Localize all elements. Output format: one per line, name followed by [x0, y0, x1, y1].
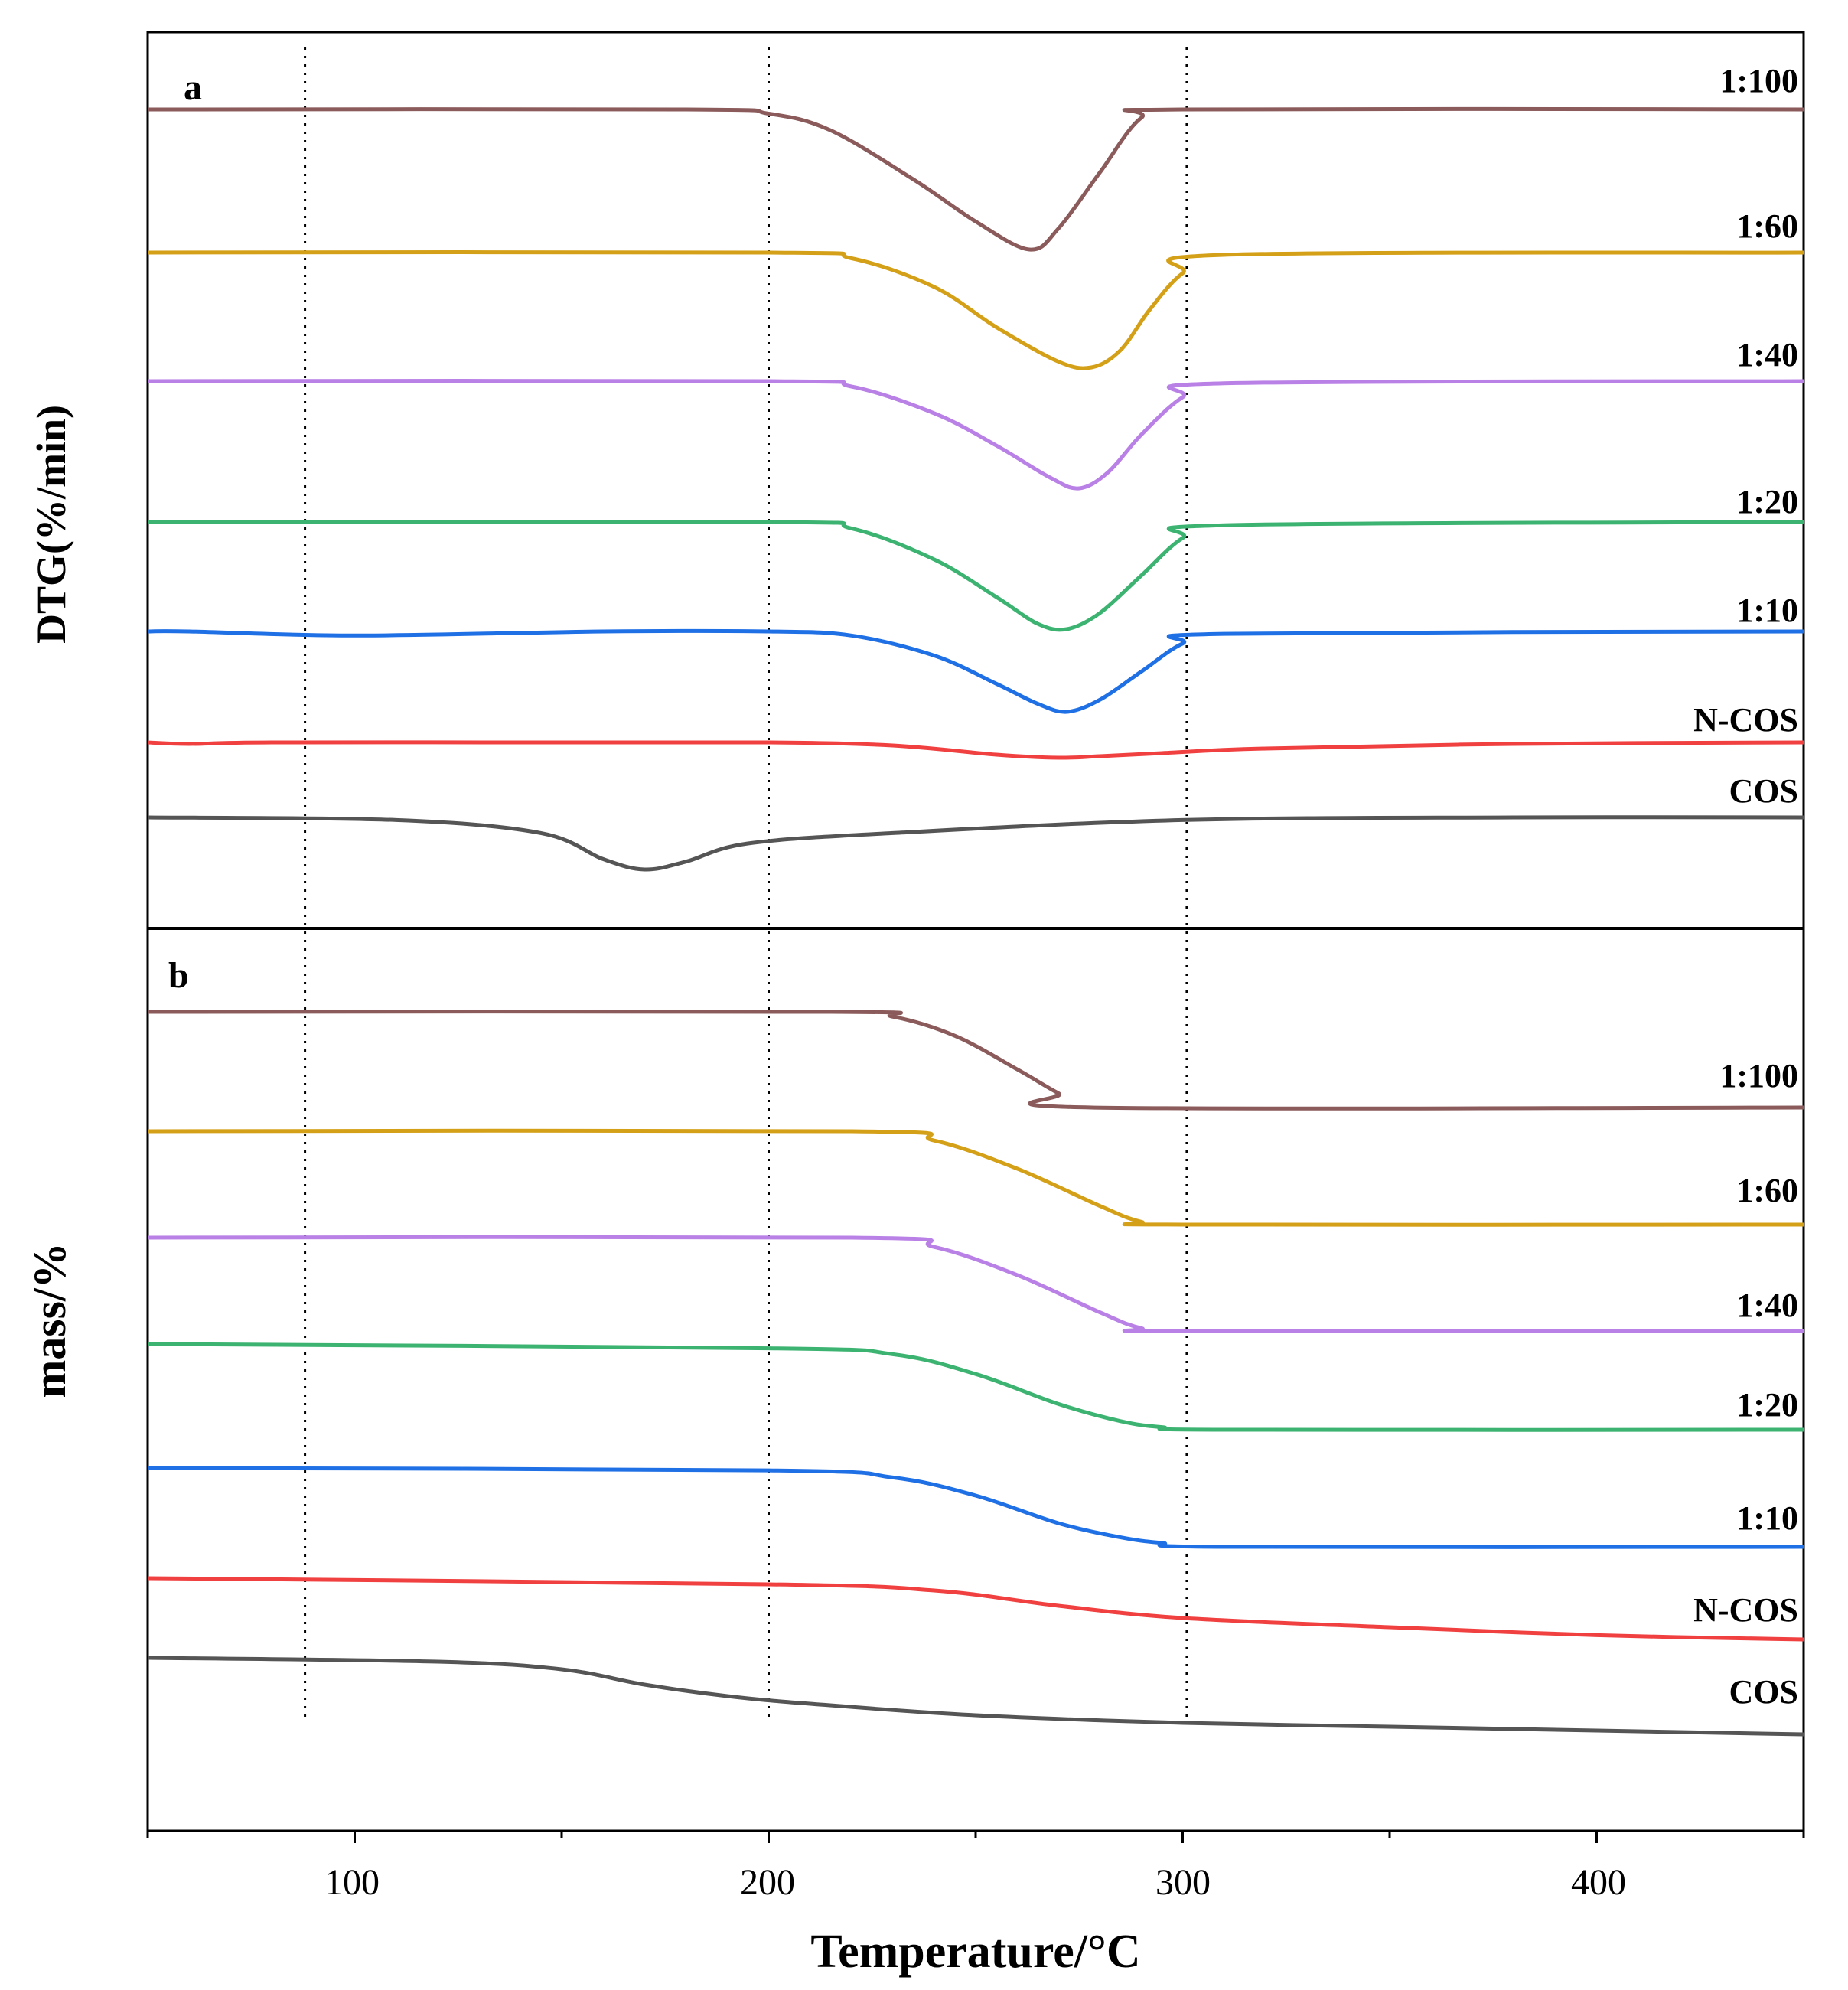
series-line-a-1-60	[147, 250, 1804, 370]
x-axis-ticks	[146, 1831, 1805, 1843]
dtg-curves	[147, 106, 1804, 872]
series-label-a: N-COS	[1693, 701, 1798, 739]
panel-b-label: b	[168, 955, 189, 996]
series-label-a: 1:60	[1736, 207, 1798, 245]
tick-label: 200	[740, 1862, 795, 1903]
series-line-b-1-60	[147, 1128, 1804, 1227]
y-axis-title-top: DTG(%/min)	[28, 405, 74, 644]
series-label-a: 1:100	[1719, 62, 1798, 100]
series-label-a: 1:40	[1736, 336, 1798, 374]
series-line-a-1-20	[147, 519, 1804, 632]
panel-a-label: a	[184, 67, 202, 108]
series-line-b-1-20	[147, 1342, 1804, 1432]
series-label-b: 1:60	[1736, 1172, 1798, 1209]
reference-lines	[304, 47, 1188, 1718]
series-label-b: 1:40	[1736, 1287, 1798, 1324]
series-line-b-cos	[147, 1656, 1804, 1737]
mass-curves	[147, 1010, 1804, 1737]
series-label-a: COS	[1729, 772, 1798, 810]
tick-label: 100	[324, 1862, 380, 1903]
series-line-a-1-100	[147, 106, 1804, 252]
series-label-b: 1:10	[1736, 1499, 1798, 1537]
series-label-b: 1:20	[1736, 1386, 1798, 1424]
series-label-b: 1:100	[1719, 1057, 1798, 1094]
series-line-b-1-10	[147, 1466, 1804, 1549]
series-line-a-1-40	[147, 378, 1804, 491]
tick-label: 400	[1571, 1862, 1626, 1903]
x-axis-title: Temperature/°C	[810, 1926, 1140, 1978]
plot-frame	[146, 31, 1805, 1832]
y-axis-title-bottom: mass/%	[24, 1242, 75, 1398]
series-line-b-n-cos	[147, 1576, 1804, 1642]
series-line-a-cos	[147, 815, 1804, 872]
series-label-a: 1:10	[1736, 592, 1798, 629]
series-label-b: N-COS	[1693, 1591, 1798, 1629]
series-line-b-1-100	[147, 1010, 1804, 1111]
series-label-a: 1:20	[1736, 483, 1798, 520]
series-line-a-1-10	[147, 628, 1804, 714]
series-line-b-1-40	[147, 1235, 1804, 1333]
tick-label: 300	[1155, 1862, 1211, 1903]
series-line-a-n-cos	[147, 740, 1804, 760]
series-label-b: COS	[1729, 1673, 1798, 1711]
